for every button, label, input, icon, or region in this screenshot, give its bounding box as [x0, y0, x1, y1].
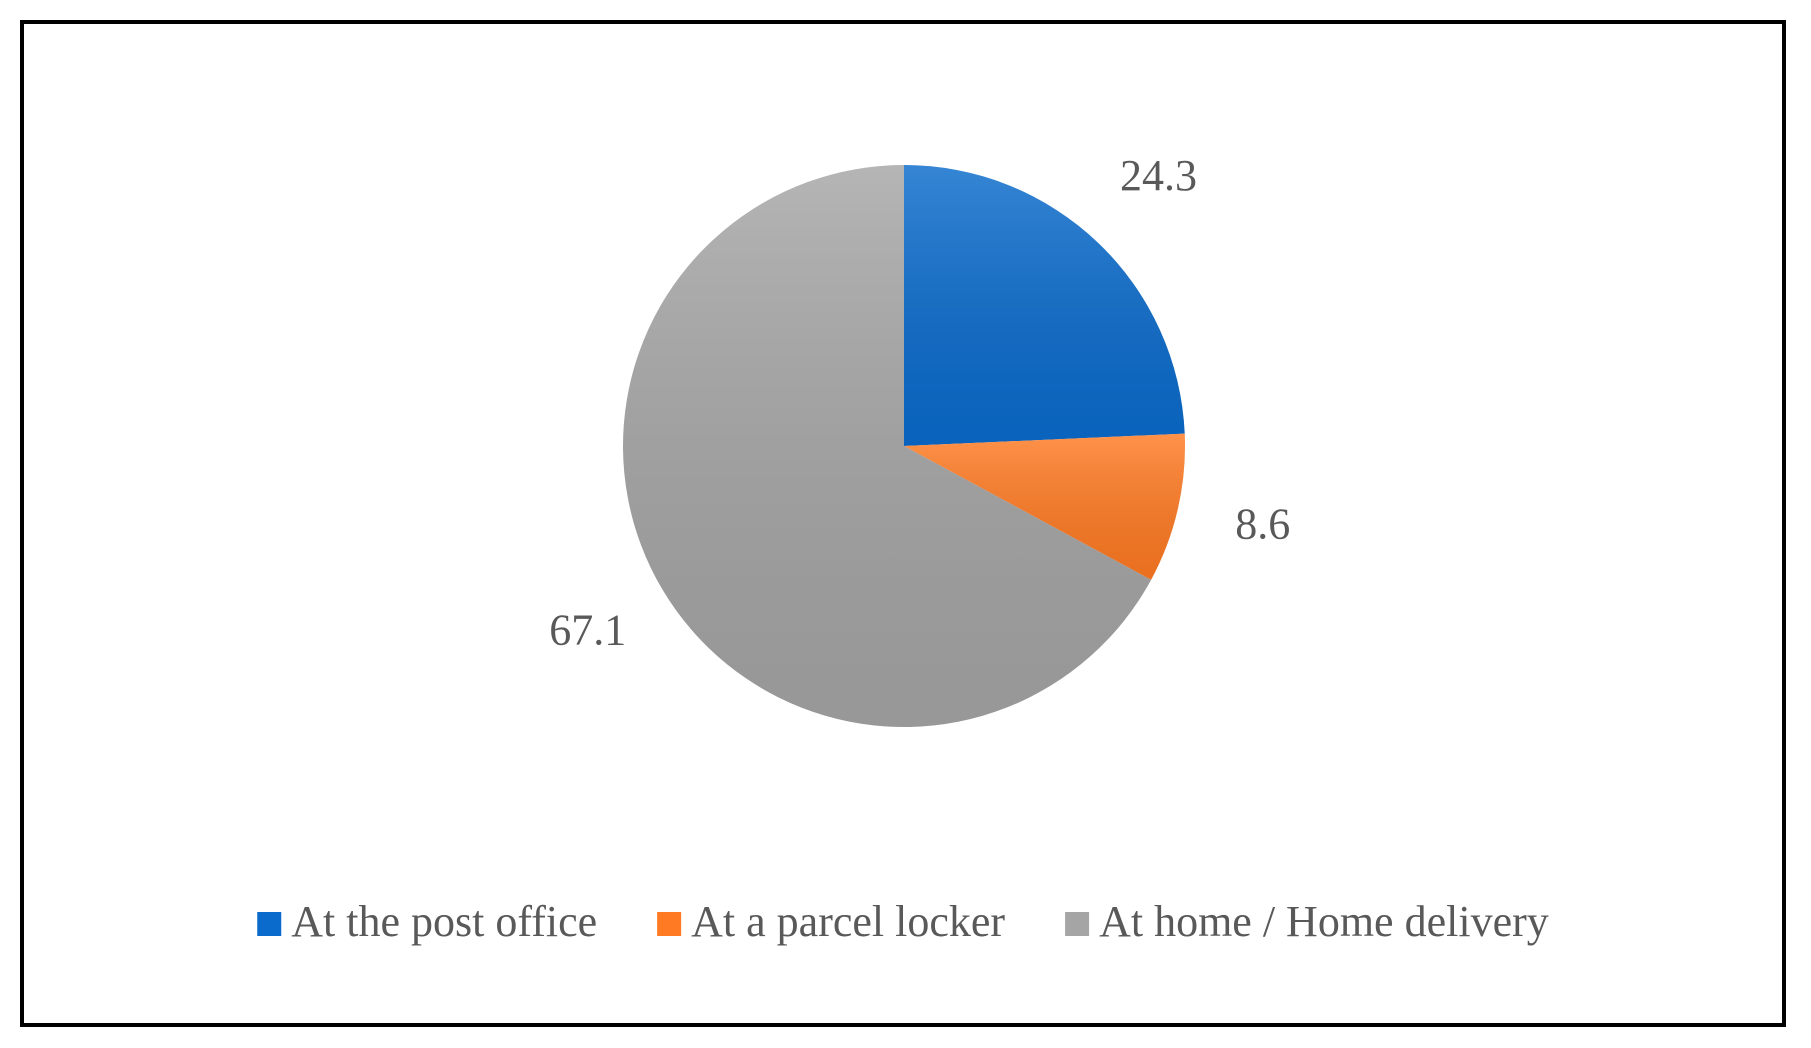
data-label: 8.6 [1235, 500, 1290, 549]
pie [623, 165, 1185, 727]
legend: At the post office At a parcel locker At h… [257, 897, 1549, 946]
data-label: 67.1 [549, 605, 626, 654]
slice-shade [623, 165, 1152, 727]
legend-label: At the post office [291, 897, 597, 946]
legend-swatch [257, 912, 282, 936]
slice-shade [904, 165, 1185, 446]
legend-label: At a parcel locker [691, 897, 1005, 946]
slice-shade [904, 433, 1185, 580]
legend-swatch [657, 912, 682, 936]
data-label: 24.3 [1120, 151, 1197, 200]
data-labels: 24.3 8.6 67.1 [549, 151, 1290, 654]
legend-swatch [1065, 912, 1090, 936]
legend-label: At home / Home delivery [1099, 897, 1549, 946]
